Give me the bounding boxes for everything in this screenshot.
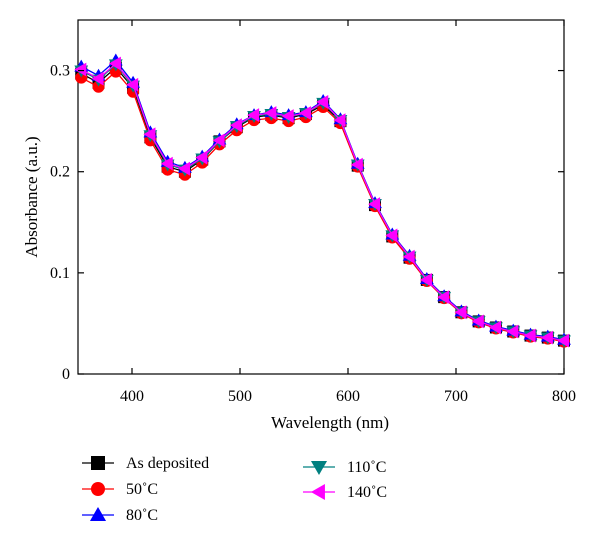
legend-label: 110˚C <box>347 459 386 476</box>
series-140-c-point <box>264 106 277 120</box>
series-140-c-point <box>419 273 432 287</box>
series-140-c-point <box>489 320 502 335</box>
series-140-c-point <box>212 133 225 148</box>
y-axis-title: Absorbance (a.u.) <box>22 136 41 257</box>
series-140-c-point <box>91 71 104 86</box>
legend-label: As deposited <box>126 455 209 472</box>
series-80-c <box>74 53 571 345</box>
series-140-c-point <box>316 95 329 109</box>
axis-layer: 400 500 600 700 800 0 0.1 0.2 0.3 <box>50 20 576 405</box>
legend-marker <box>89 506 107 521</box>
legend-item-80-c: 80˚C <box>82 506 158 524</box>
legend-label: 50˚C <box>126 481 158 498</box>
legend-label: 80˚C <box>126 507 158 524</box>
y-tick-label: 0 <box>62 366 70 383</box>
legend-item-140-c: 140˚C <box>303 483 387 501</box>
legend-marker <box>310 461 328 476</box>
plot-frame <box>77 19 565 375</box>
series-140-c-point <box>437 290 450 305</box>
series-140-c-point <box>385 228 398 243</box>
series-140-c-point <box>178 161 191 176</box>
series-140-c-point <box>74 62 87 77</box>
series-140-c-point <box>229 118 242 133</box>
series-140-c-point <box>143 127 156 142</box>
series-140-c-point <box>471 314 484 329</box>
legend-item-110-c: 110˚C <box>303 459 386 476</box>
x-tick-label: 800 <box>552 388 576 405</box>
series-140-c-point <box>540 330 553 345</box>
legend-marker <box>310 483 325 501</box>
y-tick-label: 0.2 <box>50 164 70 181</box>
series-140-c-point <box>506 324 519 339</box>
series-140-c-point <box>298 106 311 120</box>
y-tick-label: 0.1 <box>50 265 70 282</box>
legend-marker <box>91 482 105 496</box>
series-140-c <box>74 56 570 348</box>
series-140-c-point <box>454 305 467 320</box>
x-axis-title: Wavelength (nm) <box>271 413 389 432</box>
series-140-c-point <box>402 249 415 264</box>
series-140-c-point <box>281 109 294 123</box>
series-140-c-point <box>333 113 346 128</box>
legend-item-50-c: 50˚C <box>82 481 158 498</box>
legend: As deposited 50˚C 80˚C 110˚C 140˚C <box>82 455 387 524</box>
series-140-c-point <box>195 150 208 165</box>
series-layer <box>74 53 571 348</box>
y-tick-label: 0.3 <box>50 63 70 80</box>
series-140-c-point <box>368 197 381 211</box>
x-tick-label: 500 <box>228 388 252 405</box>
series-140-c-point <box>523 328 536 343</box>
series-140-c-point <box>108 56 121 71</box>
series-140-c-point <box>247 108 260 122</box>
series-140-c-point <box>126 77 139 92</box>
x-tick-label: 400 <box>120 388 144 405</box>
legend-marker <box>91 456 105 470</box>
x-tick-label: 700 <box>444 388 468 405</box>
legend-item-as-deposited: As deposited <box>82 455 209 472</box>
x-tick-label: 600 <box>336 388 360 405</box>
series-140-c-point <box>160 156 173 171</box>
series-140-c-point <box>350 157 363 172</box>
legend-label: 140˚C <box>347 484 387 501</box>
series-140-c-point <box>557 333 570 348</box>
